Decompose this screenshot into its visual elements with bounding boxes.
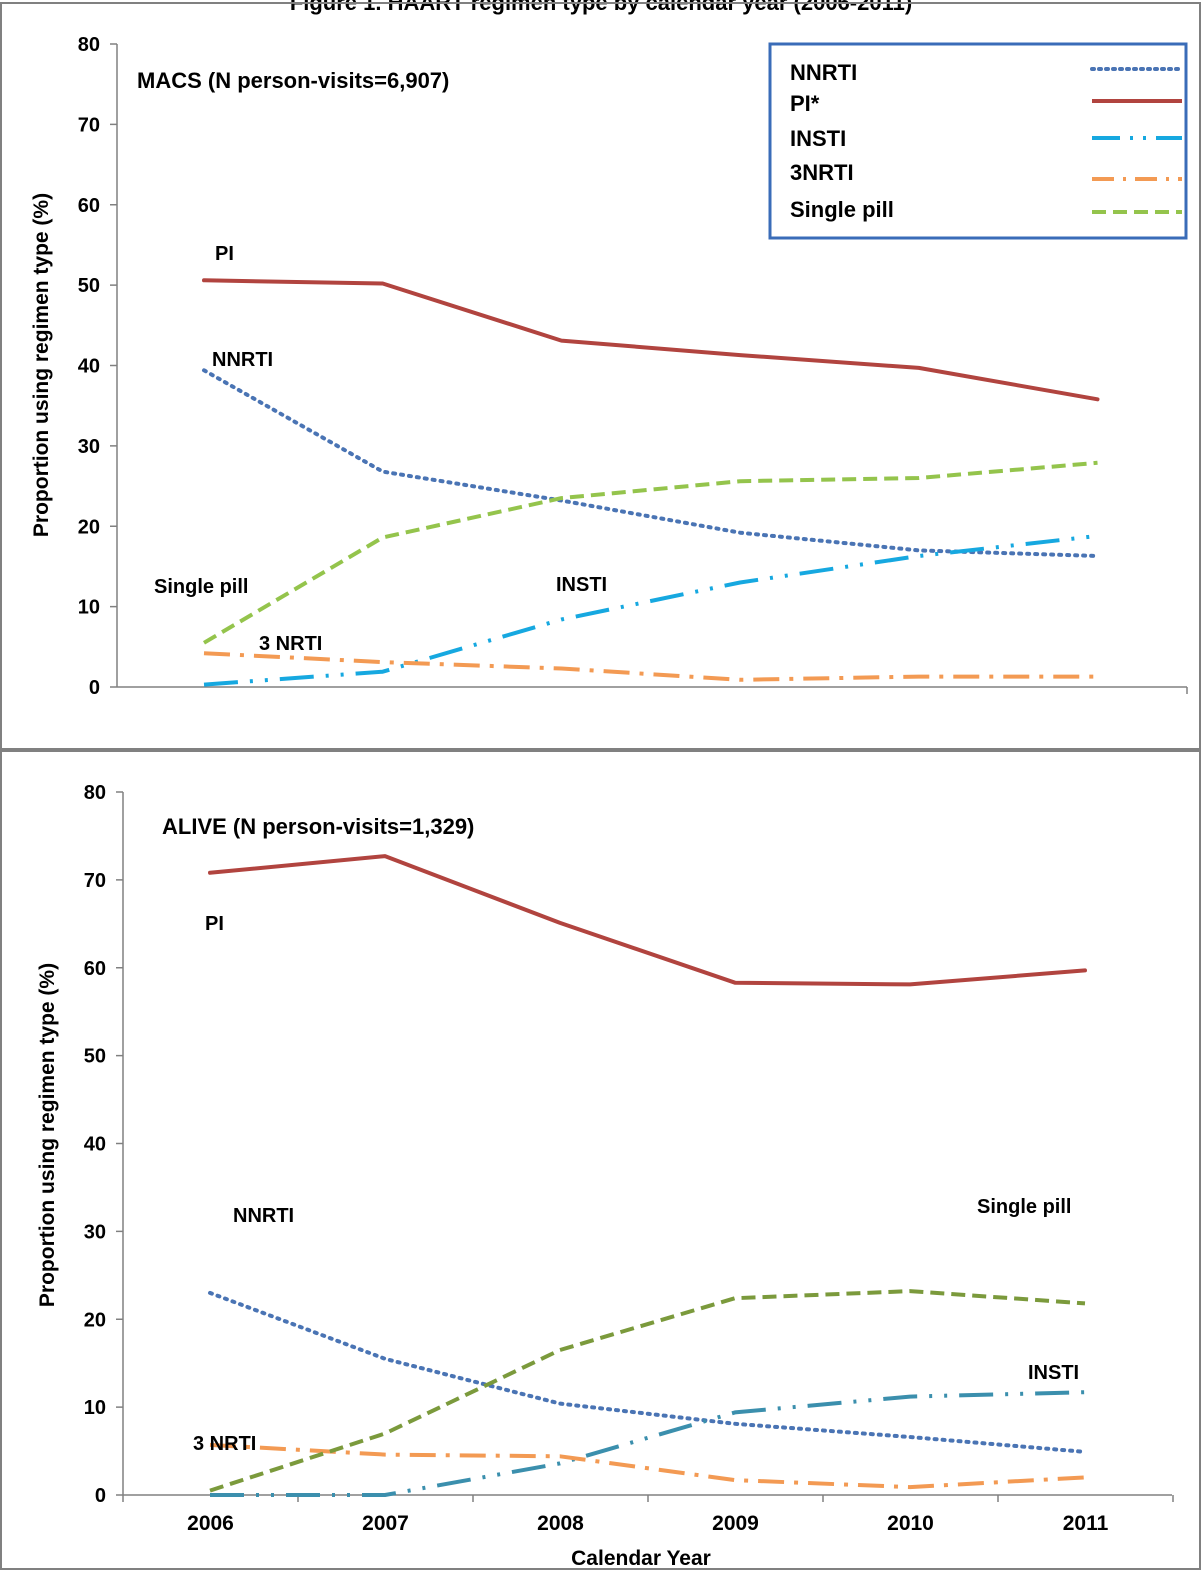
legend-label-insti: INSTI bbox=[790, 126, 846, 151]
macs-y-tick-label: 80 bbox=[78, 34, 100, 56]
macs-series-single-pill bbox=[202, 460, 1098, 645]
macs-y-tick-label: 20 bbox=[78, 516, 100, 538]
macs-label-nnrti: NNRTI bbox=[212, 349, 273, 371]
alive-y-tick-label: 20 bbox=[84, 1309, 106, 1331]
alive-x-tick-label: 2011 bbox=[1063, 1512, 1109, 1535]
alive-y-tick-label: 50 bbox=[84, 1046, 106, 1068]
legend: NNRTI PI* INSTI 3NRTI Single pill bbox=[768, 42, 1188, 240]
alive-label-3nrti: 3 NRTI bbox=[193, 1433, 256, 1455]
macs-y-tick-label: 50 bbox=[78, 275, 100, 297]
macs-label-single-pill: Single pill bbox=[154, 576, 248, 598]
macs-chart: 0 10 20 30 40 50 60 70 80 MACS (N person-visits=… bbox=[30, 34, 1188, 699]
alive-label-nnrti: NNRTI bbox=[233, 1205, 294, 1227]
macs-y-tick-label: 60 bbox=[78, 195, 100, 217]
alive-series-single-pill bbox=[209, 1289, 1086, 1493]
legend-label-pi: PI* bbox=[790, 91, 820, 116]
macs-y-tick-label: 70 bbox=[78, 114, 100, 136]
top-panel-border bbox=[0, 2, 1201, 750]
macs-label-3nrti: 3 NRTI bbox=[259, 633, 322, 655]
alive-y-tick-label: 70 bbox=[84, 870, 106, 892]
alive-x-tick-label: 2008 bbox=[537, 1512, 584, 1535]
alive-subtitle: ALIVE (N person-visits=1,329) bbox=[162, 814, 474, 839]
alive-x-tick-label: 2009 bbox=[712, 1512, 759, 1535]
alive-y-tick-label: 0 bbox=[95, 1485, 106, 1507]
alive-label-insti: INSTI bbox=[1028, 1362, 1079, 1384]
macs-y-tick-label: 10 bbox=[78, 597, 100, 619]
legend-label-3nrti: 3NRTI bbox=[790, 160, 854, 185]
alive-x-tick-label: 2007 bbox=[362, 1512, 409, 1535]
bottom-panel-border bbox=[0, 750, 1201, 1570]
macs-series-3nrti bbox=[203, 651, 1098, 682]
macs-y-axis-label: Proportion using regimen type (%) bbox=[30, 193, 53, 537]
alive-series-nnrti bbox=[208, 1290, 1087, 1454]
alive-y-tick-label: 80 bbox=[84, 782, 106, 804]
macs-series-insti bbox=[203, 533, 1098, 687]
alive-x-axis-label: Calendar Year bbox=[571, 1547, 711, 1570]
alive-series-pi bbox=[208, 854, 1087, 987]
macs-label-pi: PI bbox=[215, 243, 234, 265]
macs-series-nnrti bbox=[202, 368, 1100, 558]
macs-subtitle: MACS (N person-visits=6,907) bbox=[137, 68, 449, 93]
legend-label-single-pill: Single pill bbox=[790, 197, 894, 222]
macs-y-tick-label: 30 bbox=[78, 436, 100, 458]
alive-chart: 0 10 20 30 40 50 60 70 80 2006 2007 2008 2009 2010 201… bbox=[36, 782, 1174, 1570]
alive-series-3nrti bbox=[209, 1442, 1086, 1490]
macs-y-tick-label: 0 bbox=[89, 677, 100, 699]
alive-y-tick-label: 60 bbox=[84, 958, 106, 980]
macs-series-pi bbox=[202, 278, 1100, 402]
macs-label-insti: INSTI bbox=[556, 574, 607, 596]
macs-y-tick-label: 40 bbox=[78, 356, 100, 378]
alive-x-tick-label: 2010 bbox=[887, 1512, 934, 1535]
alive-y-axis-label: Proportion using regimen type (%) bbox=[36, 963, 59, 1307]
alive-series-insti bbox=[210, 1390, 1086, 1497]
alive-y-tick-label: 10 bbox=[84, 1397, 106, 1419]
alive-x-tick-label: 2006 bbox=[187, 1512, 234, 1535]
alive-y-tick-label: 40 bbox=[84, 1134, 106, 1156]
legend-label-nnrti: NNRTI bbox=[790, 60, 857, 85]
alive-y-tick-label: 30 bbox=[84, 1221, 106, 1243]
alive-label-pi: PI bbox=[205, 913, 224, 935]
alive-label-single-pill: Single pill bbox=[977, 1196, 1071, 1218]
legend-box bbox=[768, 42, 1188, 240]
